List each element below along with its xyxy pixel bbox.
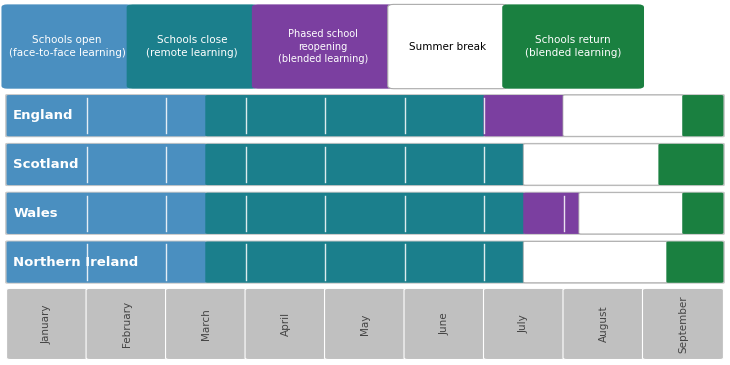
FancyBboxPatch shape — [658, 144, 723, 185]
Text: Phased school
reopening
(blended learning): Phased school reopening (blended learnin… — [277, 29, 368, 64]
Text: January: January — [42, 304, 52, 344]
Text: Schools close
(remote learning): Schools close (remote learning) — [146, 35, 238, 58]
FancyBboxPatch shape — [5, 192, 725, 235]
FancyBboxPatch shape — [86, 288, 167, 360]
FancyBboxPatch shape — [7, 288, 88, 360]
FancyBboxPatch shape — [579, 193, 684, 234]
Text: Northern Ireland: Northern Ireland — [13, 255, 139, 269]
FancyBboxPatch shape — [388, 4, 508, 89]
FancyBboxPatch shape — [642, 288, 723, 360]
FancyBboxPatch shape — [205, 95, 485, 136]
Text: March: March — [201, 308, 211, 340]
Text: Scotland: Scotland — [13, 158, 79, 171]
Text: June: June — [439, 313, 450, 335]
Text: Schools return
(blended learning): Schools return (blended learning) — [525, 35, 621, 58]
FancyBboxPatch shape — [483, 95, 564, 136]
FancyBboxPatch shape — [666, 242, 723, 283]
FancyBboxPatch shape — [127, 4, 258, 89]
FancyBboxPatch shape — [5, 241, 725, 284]
Text: September: September — [678, 295, 688, 353]
Text: April: April — [280, 312, 291, 336]
FancyBboxPatch shape — [245, 288, 326, 360]
FancyBboxPatch shape — [7, 95, 207, 136]
FancyBboxPatch shape — [563, 288, 644, 360]
FancyBboxPatch shape — [7, 144, 207, 185]
Text: Wales: Wales — [13, 207, 58, 220]
Text: Summer break: Summer break — [410, 42, 486, 51]
FancyBboxPatch shape — [523, 242, 668, 283]
FancyBboxPatch shape — [205, 242, 525, 283]
Text: July: July — [519, 315, 529, 333]
FancyBboxPatch shape — [205, 144, 525, 185]
Text: England: England — [13, 109, 74, 122]
FancyBboxPatch shape — [683, 95, 723, 136]
FancyBboxPatch shape — [5, 143, 725, 186]
FancyBboxPatch shape — [325, 288, 405, 360]
FancyBboxPatch shape — [7, 193, 207, 234]
FancyBboxPatch shape — [1, 4, 133, 89]
Text: Schools open
(face-to-face learning): Schools open (face-to-face learning) — [9, 35, 126, 58]
FancyBboxPatch shape — [404, 288, 485, 360]
FancyBboxPatch shape — [683, 193, 723, 234]
FancyBboxPatch shape — [483, 288, 564, 360]
Text: August: August — [599, 306, 609, 342]
FancyBboxPatch shape — [523, 144, 660, 185]
FancyBboxPatch shape — [252, 4, 393, 89]
Text: May: May — [360, 313, 370, 335]
FancyBboxPatch shape — [5, 94, 725, 137]
FancyBboxPatch shape — [523, 193, 580, 234]
FancyBboxPatch shape — [563, 95, 684, 136]
Text: February: February — [121, 301, 131, 347]
FancyBboxPatch shape — [502, 4, 644, 89]
FancyBboxPatch shape — [7, 242, 207, 283]
FancyBboxPatch shape — [205, 193, 525, 234]
FancyBboxPatch shape — [166, 288, 247, 360]
